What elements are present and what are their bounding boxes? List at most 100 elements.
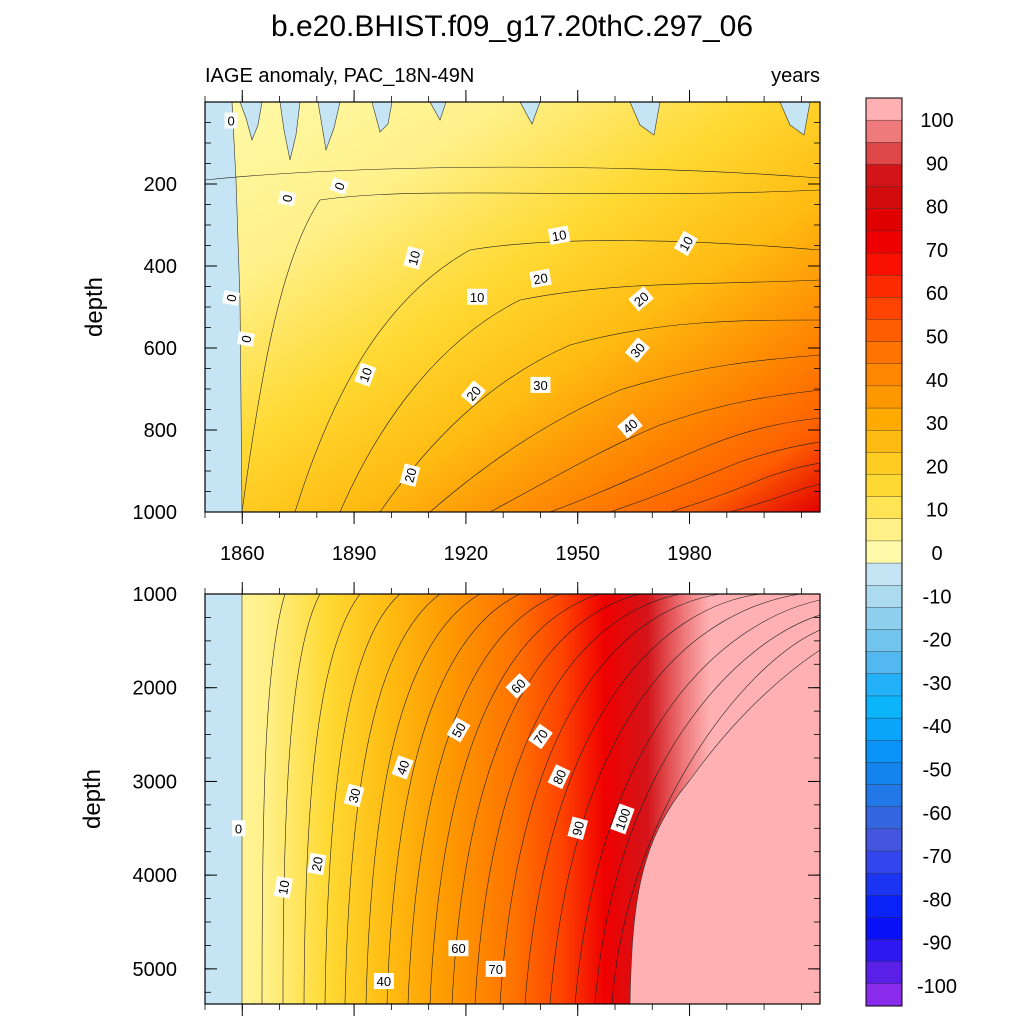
- contour-label-box: [446, 717, 471, 743]
- contour-label: 80: [547, 764, 571, 790]
- contour-label: 20: [529, 268, 552, 288]
- contour-label-box: [399, 463, 421, 487]
- colorbar-swatch: [865, 828, 903, 852]
- contour-label: 0: [236, 331, 256, 347]
- colorbar-label: -40: [923, 716, 952, 738]
- colorbar-swatch: [865, 164, 903, 188]
- colorbar-swatch: [865, 983, 903, 1007]
- contour-label-text: 30: [345, 787, 363, 805]
- colorbar-label: 40: [926, 370, 948, 392]
- colorbar-label: -10: [923, 586, 952, 608]
- contour-label-text: 0: [279, 194, 295, 204]
- upper-contour-lines: [205, 166, 820, 512]
- contour-label: 70: [528, 723, 553, 750]
- upper-x-axis: 1860 1890 1920 1950 1980: [204, 90, 802, 565]
- x-tick-label: 1920: [444, 543, 489, 565]
- colorbar-frame: [865, 97, 903, 1007]
- contour-label: 90: [567, 816, 589, 841]
- colorbar-swatch: [865, 274, 903, 298]
- contour-label: 60: [448, 940, 469, 957]
- colorbar-swatch: [865, 607, 903, 631]
- y-tick-label: 400: [144, 256, 177, 278]
- lower-plot-frame: [204, 593, 821, 1005]
- y-tick-label: 800: [144, 420, 177, 442]
- contour-label-box: [460, 380, 486, 406]
- contour-label: 40: [373, 973, 394, 990]
- contour-label-box: [222, 290, 241, 306]
- colorbar-label: -90: [923, 933, 952, 955]
- contour-label-box: [373, 973, 394, 990]
- contour-label-box: [343, 783, 365, 808]
- colorbar-swatch: [865, 695, 903, 719]
- contour-label-box: [628, 286, 654, 312]
- contour-label-text: 0: [235, 821, 242, 836]
- colorbar-swatch: [865, 97, 903, 121]
- colorbar-swatch: [865, 496, 903, 520]
- colorbar-swatch: [865, 917, 903, 941]
- colorbar-swatch: [865, 806, 903, 830]
- contour-label: 30: [343, 783, 365, 808]
- contour-label-box: [617, 413, 643, 439]
- lower-panel: 1000 2000 3000 4000 5000 0 10 20 30 40 50 60 70 80 90…: [79, 582, 821, 1016]
- lower-max-region: [629, 649, 820, 1004]
- contour-label-text: 20: [401, 466, 419, 484]
- y-tick-label: 2000: [133, 678, 178, 700]
- x-tick-label: 1980: [667, 543, 712, 565]
- colorbar-swatch: [865, 474, 903, 498]
- contour-label-text: 0: [227, 113, 234, 128]
- contour-label-box: [547, 764, 571, 790]
- contour-label-text: 100: [612, 806, 634, 832]
- contour-label-box: [329, 177, 349, 195]
- colorbar-label: 50: [926, 327, 948, 349]
- contour-label-box: [391, 755, 414, 780]
- upper-field: [205, 102, 820, 512]
- colorbar-swatch: [865, 385, 903, 409]
- chart-subtitle-left: IAGE anomaly, PAC_18N-49N: [205, 65, 474, 87]
- contour-label-box: [277, 190, 297, 207]
- colorbar-swatch: [865, 740, 903, 763]
- contour-label-text: 10: [405, 249, 423, 267]
- contour-label-text: 60: [451, 941, 465, 956]
- colorbar-swatch: [865, 341, 903, 365]
- colorbar-swatch: [865, 717, 903, 741]
- colorbar-label: 80: [926, 197, 948, 219]
- x-tick-label: 1860: [220, 543, 265, 565]
- colorbar-label: 90: [926, 153, 948, 175]
- colorbar-swatch: [865, 872, 903, 896]
- contour-label-text: 10: [356, 365, 375, 384]
- contour-label-box: [624, 337, 650, 363]
- contour-label-box: [485, 960, 506, 977]
- lower-contour-lines: [261, 594, 820, 1004]
- y-tick-label: 1000: [133, 502, 178, 524]
- contour-label: 100: [610, 803, 635, 835]
- contour-label-text: 0: [238, 334, 254, 344]
- x-tick-label: 1950: [555, 543, 600, 565]
- x-tick-label: 1890: [332, 543, 377, 565]
- colorbar-swatch: [865, 762, 903, 786]
- contour-label: 10: [467, 288, 488, 305]
- colorbar-label: -100: [917, 976, 957, 998]
- contour-label-text: 10: [275, 879, 292, 896]
- contour-label-box: [236, 331, 256, 347]
- colorbar-swatch: [865, 651, 903, 675]
- contour-label: 10: [273, 876, 293, 899]
- contour-label: 10: [403, 246, 425, 270]
- colorbar-swatch: [865, 230, 903, 254]
- colorbar-label: -30: [923, 673, 952, 695]
- chart-title: b.e20.BHIST.f09_g17.20thC.297_06: [271, 10, 753, 43]
- colorbar-swatch: [865, 407, 903, 431]
- contour-label: 20: [460, 380, 486, 406]
- colorbar-swatch: [865, 784, 903, 808]
- colorbar-swatch: [865, 208, 903, 232]
- contour-label: 0: [232, 820, 246, 837]
- lower-contour-labels: 0 10 20 30 40 50 60 70 80 90 100 60 70 40: [232, 673, 635, 990]
- colorbar-swatch: [865, 186, 903, 210]
- lower-y-axis-label: depth: [79, 769, 106, 829]
- contour-label: 40: [391, 755, 414, 780]
- contour-label-text: 10: [470, 290, 484, 305]
- colorbar-swatch: [865, 961, 903, 985]
- contour-label: 60: [505, 673, 531, 699]
- upper-contour-labels: 0 0 0 0 0 10 10 10 10 10 20 20 20 20 30 30 40: [222, 112, 698, 487]
- contour-label-box: [467, 288, 488, 305]
- contour-label-text: 20: [309, 856, 326, 873]
